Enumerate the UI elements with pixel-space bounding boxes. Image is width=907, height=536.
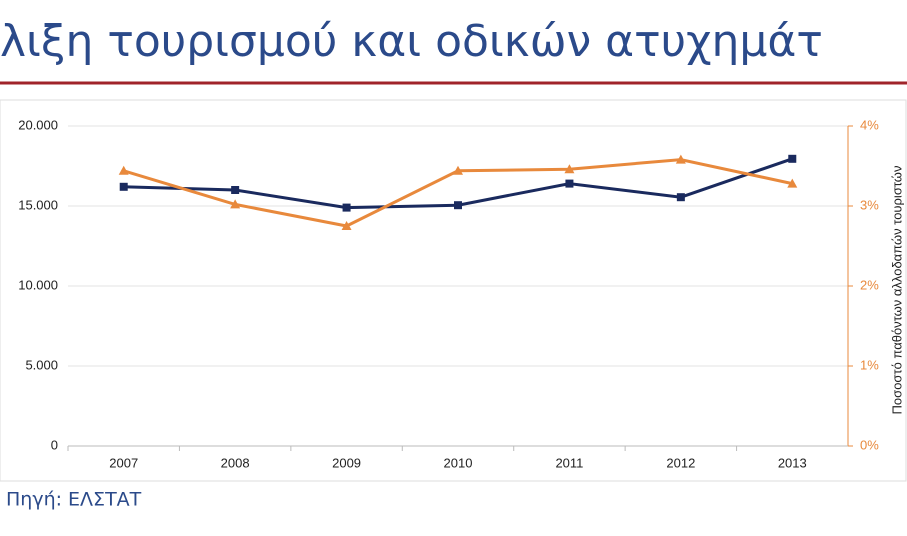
x-tick-label: 2011 [555,455,583,470]
point-marker [676,193,685,202]
point-marker [565,179,574,188]
y-tick-label: 10.000 [18,277,58,292]
point-marker [119,182,128,191]
y2-tick-label: 4% [860,117,879,132]
point-marker [341,221,352,230]
x-tick-label: 2009 [332,455,361,470]
x-tick-label: 2012 [666,455,695,470]
chart-title: λιξη τουρισμού και οδικών ατυχημάτ [0,16,823,67]
point-marker [564,164,575,174]
point-marker [230,199,241,209]
point-marker [788,154,797,163]
point-marker [231,186,240,194]
y2-label-clip: Ποσοστό παθόντων αλλοδαπών τουριστών [889,166,904,415]
x-tick-label: 2013 [778,455,807,470]
y2-tick-label: 2% [860,277,879,292]
point-marker [787,178,798,188]
y-tick-label: 0 [51,437,58,452]
y-tick-label: 15.000 [18,197,58,212]
point-marker [453,165,463,175]
y2-axis-label: Ποσοστό παθόντων αλλοδαπών τουριστών [889,166,904,415]
y2-tick-label: 3% [860,197,879,212]
point-marker [454,201,462,210]
y2-tick-label: 0% [860,437,879,452]
x-tick-label: 2007 [109,455,138,470]
y-tick-label: 5.000 [25,357,58,372]
point-marker [118,165,129,175]
chart-frame [0,99,907,482]
point-marker [342,203,351,212]
y-tick-label: 20.000 [18,117,58,132]
source-note: Πηγή: ΕΛΣΤΑΤ [6,489,142,511]
x-tick-label: 2008 [221,455,250,470]
y2-tick-label: 1% [860,357,879,372]
point-marker [675,154,686,164]
x-tick-label: 2010 [444,455,473,470]
